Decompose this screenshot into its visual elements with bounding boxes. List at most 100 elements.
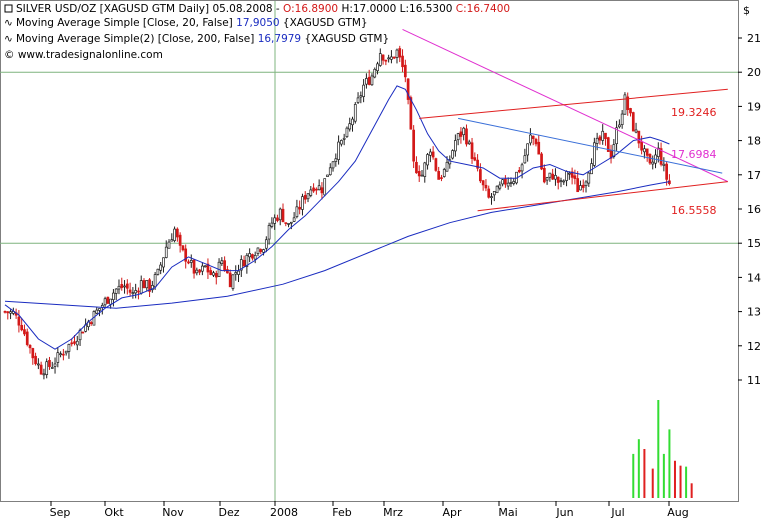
candle-body bbox=[142, 280, 146, 289]
candle-body bbox=[173, 228, 176, 241]
candle-body bbox=[562, 180, 566, 183]
candle-body bbox=[445, 161, 449, 172]
candle-body bbox=[253, 254, 257, 260]
candle-body bbox=[587, 172, 591, 184]
x-tick-label: Jul bbox=[610, 506, 624, 519]
candle-body bbox=[73, 341, 76, 344]
candle-body bbox=[256, 247, 260, 254]
candle-body bbox=[623, 94, 627, 115]
candle-body bbox=[476, 159, 479, 169]
candle-body bbox=[517, 169, 521, 173]
volume-bar bbox=[679, 465, 682, 498]
candle-body bbox=[348, 123, 352, 130]
candle-body bbox=[17, 316, 21, 326]
candle-body bbox=[123, 285, 126, 288]
candle-body bbox=[20, 325, 24, 331]
candle-body bbox=[245, 254, 249, 267]
candle-body bbox=[234, 272, 238, 275]
candle-body bbox=[128, 289, 132, 293]
candle-body bbox=[301, 196, 304, 210]
candle-body bbox=[170, 239, 174, 242]
candle-body bbox=[656, 147, 660, 157]
candle-body bbox=[509, 182, 513, 184]
candle-body bbox=[156, 268, 160, 275]
candle-body bbox=[554, 175, 557, 180]
candle-body bbox=[512, 181, 516, 184]
chart-header: SILVER USD/OZ [XAGUSD GTM Daily] 05.08.2… bbox=[4, 3, 510, 61]
candle-body bbox=[117, 285, 121, 290]
candle-body bbox=[95, 309, 99, 314]
candle-body bbox=[565, 171, 568, 181]
candle-body bbox=[231, 274, 235, 289]
candle-body bbox=[390, 56, 393, 60]
candle-body bbox=[31, 348, 35, 359]
candle-body bbox=[6, 311, 10, 314]
candle-body bbox=[542, 167, 546, 183]
candle-body bbox=[426, 154, 429, 166]
candle-body bbox=[367, 76, 371, 85]
candle-body bbox=[267, 225, 271, 240]
candle-body bbox=[501, 179, 504, 185]
y-tick-label: 15 bbox=[747, 237, 761, 250]
candle-body bbox=[381, 54, 385, 61]
candle-body bbox=[184, 248, 188, 262]
candle-body bbox=[209, 270, 213, 275]
candle-body bbox=[581, 184, 585, 188]
candle-body bbox=[323, 178, 327, 196]
candle-body bbox=[465, 128, 468, 145]
symbol-box-icon bbox=[4, 4, 13, 13]
candle-body bbox=[45, 361, 49, 375]
trend-lines bbox=[402, 28, 729, 212]
candle-body bbox=[462, 127, 466, 136]
candle-body bbox=[315, 188, 318, 191]
y-tick-label: 18 bbox=[747, 135, 761, 148]
candle-body bbox=[109, 298, 112, 305]
candle-body bbox=[504, 178, 507, 185]
candle-body bbox=[634, 129, 638, 133]
candle-body bbox=[473, 157, 477, 161]
candle-body bbox=[125, 283, 129, 289]
candle-body bbox=[659, 148, 663, 165]
candle-body bbox=[498, 184, 502, 189]
candle-body bbox=[495, 185, 499, 194]
candle-body bbox=[214, 273, 218, 278]
candle-body bbox=[228, 272, 232, 288]
candle-body bbox=[62, 353, 65, 356]
candle-body bbox=[112, 292, 115, 300]
candle-body bbox=[195, 269, 199, 274]
candle-body bbox=[487, 188, 491, 198]
candle-body bbox=[456, 133, 460, 141]
candle-body bbox=[351, 118, 354, 126]
candle-body bbox=[626, 96, 630, 111]
candle-body bbox=[242, 259, 246, 267]
candle-body bbox=[292, 217, 296, 222]
volume-bar bbox=[632, 453, 635, 498]
candle-body bbox=[220, 260, 224, 264]
candle-body bbox=[223, 260, 226, 271]
candle-body bbox=[506, 182, 510, 187]
candle-body bbox=[403, 64, 407, 78]
candle-body bbox=[373, 68, 377, 78]
candle-body bbox=[23, 329, 26, 335]
candle-body bbox=[523, 155, 527, 164]
candle-body bbox=[331, 161, 335, 169]
candle-body bbox=[162, 257, 165, 268]
candle-body bbox=[164, 246, 168, 258]
trendline-channel_bottom bbox=[477, 181, 728, 212]
candle-body bbox=[248, 253, 251, 258]
ma20-legend: Moving Average Simple [Close, 20, False]… bbox=[16, 17, 368, 29]
candle-body bbox=[259, 249, 263, 252]
candle-body bbox=[3, 311, 7, 313]
trendline-channel_top bbox=[419, 88, 728, 119]
volume-bar bbox=[668, 429, 671, 498]
candle-body bbox=[201, 265, 204, 272]
candle-body bbox=[534, 138, 538, 145]
candle-body bbox=[440, 177, 443, 179]
candle-body bbox=[176, 228, 179, 238]
candle-body bbox=[409, 97, 413, 130]
candle-body bbox=[198, 269, 201, 273]
candle-body bbox=[398, 48, 402, 58]
candle-body bbox=[467, 141, 471, 145]
y-tick-label: 14 bbox=[747, 271, 761, 284]
